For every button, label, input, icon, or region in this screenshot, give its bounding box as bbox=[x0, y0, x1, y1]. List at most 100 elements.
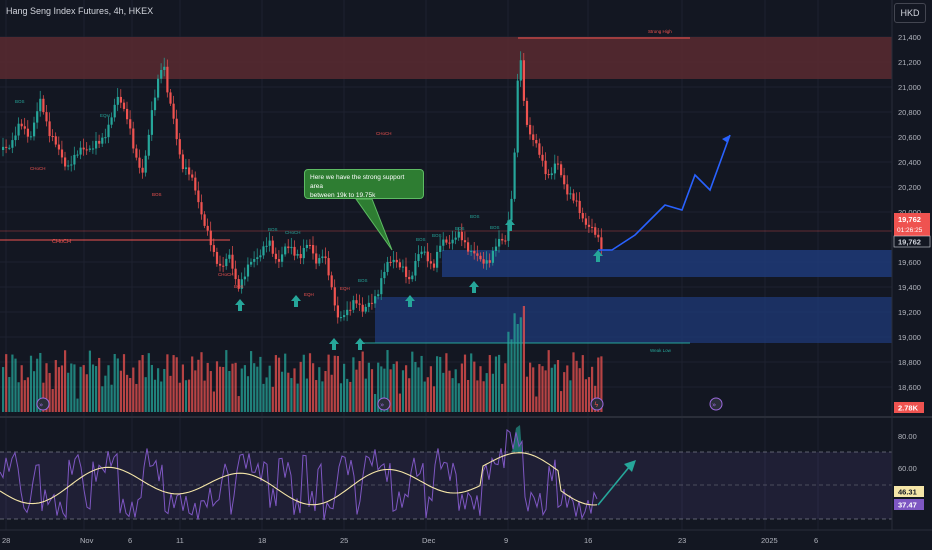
candle-body bbox=[237, 279, 240, 289]
volume-bar bbox=[541, 366, 544, 412]
volume-bar bbox=[414, 361, 417, 412]
candle-body bbox=[398, 262, 401, 268]
candle-body bbox=[308, 244, 312, 246]
candle-body bbox=[318, 258, 321, 264]
volume-bar bbox=[141, 355, 144, 412]
volume-bar bbox=[5, 354, 8, 412]
candle-body bbox=[101, 137, 104, 144]
structure-label: CHoCH bbox=[30, 166, 46, 171]
candle-body bbox=[414, 260, 417, 276]
volume-bar bbox=[250, 351, 253, 412]
candle-body bbox=[299, 253, 302, 259]
volume-bar bbox=[553, 364, 556, 412]
structure-label: EQH bbox=[340, 286, 350, 291]
volume-bar bbox=[535, 396, 538, 412]
candle-body bbox=[138, 157, 141, 168]
candle-body bbox=[349, 309, 352, 311]
candle-body bbox=[268, 240, 271, 246]
structure-label: CHoCH bbox=[218, 272, 234, 277]
candle-body bbox=[95, 140, 98, 149]
volume-bar bbox=[532, 367, 535, 412]
candle-body bbox=[346, 309, 349, 316]
volume-bar bbox=[209, 371, 212, 412]
volume-bar bbox=[429, 366, 432, 412]
volume-bar bbox=[126, 374, 129, 412]
volume-bar bbox=[457, 383, 460, 412]
rsi-ma-line bbox=[0, 452, 598, 506]
volume-bar bbox=[104, 375, 107, 412]
price-tick: 18,800 bbox=[898, 358, 921, 367]
currency-button[interactable]: HKD bbox=[894, 3, 926, 23]
volume-tag: 2.78K bbox=[894, 402, 924, 413]
volume-bar bbox=[448, 370, 451, 412]
volume-bar bbox=[501, 383, 504, 412]
volume-bar bbox=[222, 366, 225, 412]
volume-bar bbox=[352, 357, 355, 412]
price-tick: 21,400 bbox=[898, 33, 921, 42]
svg-text:ϟ: ϟ bbox=[594, 401, 599, 409]
candle-body bbox=[116, 96, 119, 105]
candle-body bbox=[5, 146, 8, 148]
candle-body bbox=[212, 245, 215, 252]
volume-bar bbox=[26, 377, 29, 412]
candle-body bbox=[436, 251, 439, 268]
candle-body bbox=[504, 240, 507, 242]
projection-path bbox=[598, 134, 731, 251]
candle-body bbox=[265, 245, 268, 247]
candle-body bbox=[67, 165, 70, 167]
candle-body bbox=[560, 164, 563, 176]
volume-bar bbox=[544, 370, 547, 412]
volume-bar bbox=[194, 370, 197, 412]
candle-body bbox=[516, 80, 519, 153]
volume-bar bbox=[23, 380, 26, 412]
volume-bar bbox=[302, 354, 305, 412]
candle-body bbox=[364, 306, 367, 312]
rsi-ma-value-tag: 37.47 bbox=[894, 499, 924, 510]
candle-body bbox=[420, 251, 423, 255]
candle-body bbox=[293, 246, 296, 256]
volume-bar bbox=[237, 396, 240, 412]
price-axis[interactable]: 21,400 21,200 21,000 20,800 20,600 20,400 20,2… bbox=[898, 33, 921, 392]
candle-body bbox=[88, 148, 91, 150]
volume-bar bbox=[315, 380, 318, 412]
candle-body bbox=[172, 103, 175, 119]
volume-bar bbox=[591, 366, 594, 412]
candle-body bbox=[184, 167, 188, 170]
volume-bar bbox=[253, 363, 256, 412]
candle-body bbox=[209, 230, 212, 246]
candle-body bbox=[538, 143, 541, 155]
candle-body bbox=[85, 149, 88, 151]
volume-bar bbox=[122, 354, 126, 412]
candle-body bbox=[591, 226, 594, 228]
volume-bar bbox=[277, 357, 281, 412]
volume-bar bbox=[401, 370, 405, 412]
candle-body bbox=[200, 202, 203, 215]
candle-body bbox=[321, 256, 324, 259]
volume-bar bbox=[349, 381, 352, 412]
volume-bar bbox=[423, 381, 426, 412]
replay-icon-3[interactable]: » bbox=[709, 397, 723, 411]
volume-bar bbox=[560, 391, 563, 412]
candle-body bbox=[519, 60, 522, 81]
replay-icon-2[interactable]: » bbox=[377, 397, 391, 411]
candle-body bbox=[315, 253, 318, 264]
replay-icon-1[interactable]: » bbox=[36, 397, 50, 411]
volume-bar bbox=[476, 380, 479, 412]
candle-body bbox=[553, 163, 556, 174]
volume-bar bbox=[166, 354, 169, 412]
volume-bars bbox=[2, 305, 603, 412]
volume-bar bbox=[178, 382, 181, 412]
candle-body bbox=[485, 260, 488, 264]
candle-body bbox=[457, 231, 460, 238]
volume-bar bbox=[566, 365, 569, 412]
candle-body bbox=[566, 184, 569, 195]
candle-body bbox=[498, 238, 501, 247]
time-axis[interactable]: 28 Nov 6 11 18 25 Dec 9 16 23 2025 6 bbox=[2, 536, 818, 545]
up-arrow-icon bbox=[405, 295, 415, 307]
lightning-icon[interactable]: ϟ bbox=[590, 397, 604, 411]
volume-bar bbox=[367, 362, 370, 412]
volume-bar bbox=[219, 366, 222, 412]
volume-bar bbox=[259, 356, 262, 412]
volume-bar bbox=[172, 355, 175, 412]
